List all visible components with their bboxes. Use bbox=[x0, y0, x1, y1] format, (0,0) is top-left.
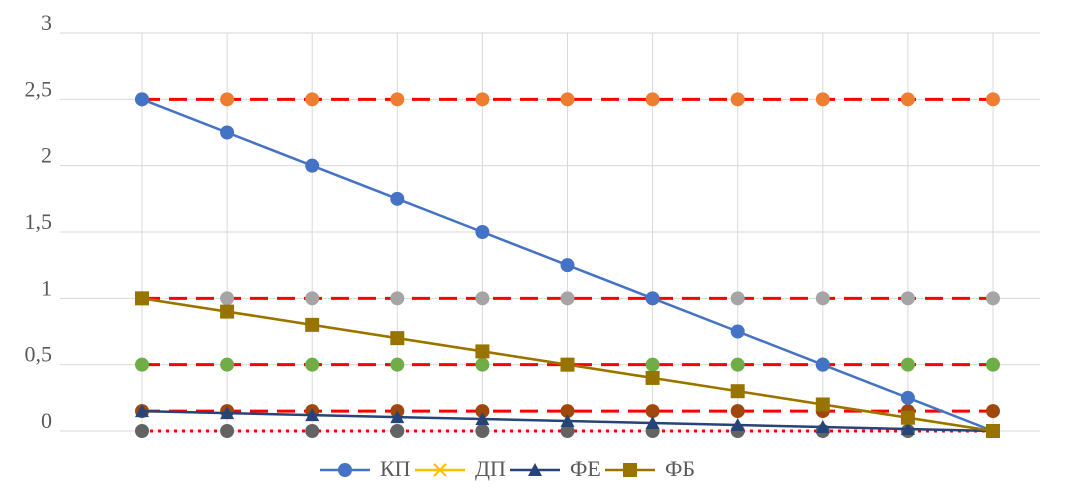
data-point bbox=[390, 357, 405, 372]
data-point bbox=[560, 258, 575, 273]
data-point bbox=[305, 408, 320, 422]
data-point bbox=[815, 357, 830, 372]
data-point bbox=[730, 92, 745, 107]
data-point bbox=[645, 370, 660, 385]
data-point bbox=[900, 357, 915, 372]
y-tick-label: 3 bbox=[41, 10, 52, 35]
data-point bbox=[475, 404, 490, 419]
data-point bbox=[475, 424, 490, 438]
data-point bbox=[560, 414, 575, 428]
data-point bbox=[986, 404, 1000, 419]
data-point bbox=[986, 291, 1000, 306]
data-point bbox=[560, 92, 575, 107]
data-point bbox=[135, 291, 149, 306]
legend-label: ДП bbox=[475, 456, 506, 481]
data-point bbox=[560, 357, 575, 372]
data-point bbox=[305, 357, 320, 372]
data-point bbox=[305, 424, 320, 438]
data-point bbox=[220, 424, 235, 438]
data-point bbox=[986, 357, 1000, 372]
data-point bbox=[220, 304, 235, 319]
data-point bbox=[220, 291, 235, 306]
data-point bbox=[390, 410, 405, 424]
data-point bbox=[986, 92, 1000, 107]
data-point bbox=[815, 420, 830, 434]
legend-marker bbox=[528, 463, 542, 476]
data-point bbox=[475, 412, 490, 426]
data-point bbox=[305, 317, 320, 332]
legend-label: ФЕ bbox=[570, 456, 601, 481]
data-point bbox=[390, 191, 405, 206]
data-point bbox=[730, 384, 745, 399]
data-point bbox=[730, 357, 745, 372]
legend-marker bbox=[623, 463, 637, 477]
data-point bbox=[390, 424, 405, 438]
y-tick-label: 0 bbox=[41, 408, 52, 433]
data-point bbox=[645, 291, 660, 306]
data-point bbox=[135, 424, 149, 438]
legend-label: КП bbox=[380, 456, 411, 481]
data-point bbox=[986, 424, 1000, 438]
data-point bbox=[475, 357, 490, 372]
data-point bbox=[390, 331, 405, 346]
data-point bbox=[815, 397, 830, 412]
data-point bbox=[475, 344, 490, 359]
data-point bbox=[305, 158, 320, 173]
data-point bbox=[645, 404, 660, 419]
data-point bbox=[900, 390, 915, 405]
data-point bbox=[560, 291, 575, 306]
data-point bbox=[220, 357, 235, 372]
data-point bbox=[475, 225, 490, 239]
y-tick-label: 2 bbox=[41, 143, 52, 168]
data-point bbox=[645, 357, 660, 372]
legend-marker bbox=[338, 463, 352, 477]
data-point bbox=[730, 404, 745, 419]
data-point bbox=[220, 406, 235, 420]
data-point bbox=[135, 357, 149, 372]
data-point bbox=[135, 404, 149, 418]
data-point bbox=[730, 418, 745, 432]
data-point bbox=[390, 92, 405, 107]
data-point bbox=[900, 291, 915, 306]
data-point bbox=[305, 92, 320, 107]
data-point bbox=[220, 125, 235, 140]
data-point bbox=[560, 404, 575, 419]
data-point bbox=[815, 291, 830, 306]
data-point bbox=[560, 424, 575, 438]
data-point bbox=[475, 92, 490, 107]
legend-marker bbox=[433, 463, 447, 477]
y-tick-label: 1,5 bbox=[25, 209, 53, 234]
data-point bbox=[135, 92, 149, 107]
data-point bbox=[900, 92, 915, 107]
legend-label: ФБ bbox=[665, 456, 695, 481]
data-point bbox=[390, 291, 405, 306]
y-tick-label: 0,5 bbox=[25, 342, 53, 367]
data-point bbox=[730, 291, 745, 306]
data-point bbox=[645, 416, 660, 430]
data-point bbox=[645, 92, 660, 107]
y-tick-label: 2,5 bbox=[25, 76, 53, 101]
data-point bbox=[220, 92, 235, 107]
data-point bbox=[900, 410, 915, 425]
data-point bbox=[475, 291, 490, 306]
data-point bbox=[815, 92, 830, 107]
y-tick-label: 1 bbox=[41, 275, 52, 300]
data-point bbox=[730, 324, 745, 339]
data-point bbox=[305, 291, 320, 306]
data-point bbox=[900, 422, 915, 436]
